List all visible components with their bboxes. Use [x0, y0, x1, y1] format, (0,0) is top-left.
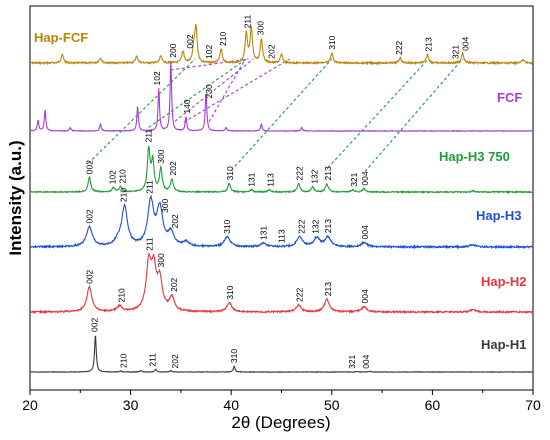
peak-label: 321 [451, 45, 461, 59]
peak-label: 300 [255, 21, 265, 35]
series-fcf: FCF 102 200 140 230 [29, 43, 534, 133]
peak-label: 002 [185, 34, 195, 48]
series-label-hap-h3: Hap-H3 [476, 208, 522, 223]
peak-label: 213 [323, 219, 333, 233]
peak-label: 202 [170, 354, 180, 368]
peak-label: 321 [347, 354, 357, 368]
peak-label: 230 [204, 84, 214, 98]
peak-label: 004 [461, 36, 471, 50]
trace-hap-h1 [29, 335, 534, 374]
guide-line [170, 58, 249, 71]
peak-label: 004 [360, 225, 370, 239]
peak-label: 131 [246, 172, 256, 186]
peak-label: 210 [118, 169, 128, 183]
peak-label: 102 [204, 45, 214, 59]
peak-label: 202 [168, 161, 178, 175]
plot-frame [29, 5, 534, 391]
peak-label: 202 [169, 277, 179, 291]
peak-label: 002 [89, 318, 99, 332]
x-tick-label: 50 [324, 397, 340, 413]
series-label-hap-h3-750: Hap-H3 750 [439, 149, 510, 164]
peak-label: 310 [327, 35, 337, 49]
peak-label: 102 [108, 170, 118, 184]
peak-label: 222 [297, 219, 307, 233]
guide-lines [87, 58, 464, 172]
peak-label: 213 [323, 166, 333, 180]
guide-line [183, 58, 290, 123]
peak-label: 213 [323, 282, 333, 296]
peak-label: 132 [311, 219, 321, 233]
trace-fcf [29, 60, 534, 133]
trace-hap-h3-750 [29, 145, 534, 194]
peak-label: 113 [265, 173, 275, 187]
peak-label: 310 [225, 285, 235, 299]
peak-label: 002 [84, 209, 94, 223]
peak-label: 202 [266, 44, 276, 58]
guide-line [327, 58, 429, 169]
peak-label: 131 [258, 226, 268, 240]
peak-label: 213 [423, 37, 433, 51]
peak-label: 210 [218, 32, 228, 46]
peak-label: 222 [295, 166, 305, 180]
series-label-fcf: FCF [497, 90, 522, 105]
peak-label: 300 [160, 199, 170, 213]
peak-label: 310 [225, 166, 235, 180]
series-hap-h1: Hap-H1 002 210 211 202 310 321 004 [29, 318, 534, 374]
peak-label: 210 [119, 188, 129, 202]
peak-label: 300 [156, 149, 166, 163]
guide-line [174, 58, 254, 122]
peak-label: 222 [295, 288, 305, 302]
series-label-hap-h1: Hap-H1 [481, 337, 527, 352]
peak-label: 211 [144, 129, 154, 143]
peak-label: 004 [360, 289, 370, 303]
peak-label: 211 [242, 14, 252, 28]
peak-label: 132 [310, 169, 320, 183]
x-axis: 20 30 40 50 60 70 [22, 390, 541, 413]
x-tick-label: 70 [525, 397, 541, 413]
peak-label: 321 [349, 172, 359, 186]
trace-hap-h2 [29, 253, 534, 315]
guide-line [148, 58, 247, 128]
peak-label: 211 [145, 237, 155, 251]
peak-label: 004 [361, 354, 371, 368]
guide-line [208, 58, 246, 122]
peak-label: 200 [168, 43, 178, 57]
peak-label: 210 [119, 354, 129, 368]
peak-label: 002 [84, 269, 94, 283]
peak-label: 002 [84, 160, 94, 174]
y-axis-title: Intensity (a.u.) [6, 140, 25, 255]
trace-hap-h3 [29, 194, 534, 250]
peak-label: 113 [277, 229, 287, 243]
x-tick-label: 40 [223, 397, 239, 413]
x-tick-label: 60 [425, 397, 441, 413]
series-label-hap-h2: Hap-H2 [481, 274, 527, 289]
peak-label: 102 [152, 71, 162, 85]
peak-label: 310 [229, 349, 239, 363]
peak-label: 210 [117, 288, 127, 302]
peak-label: 140 [182, 99, 192, 113]
peak-label: 222 [394, 40, 404, 54]
peak-label: 211 [145, 180, 155, 194]
guide-line [230, 58, 333, 171]
trace-hap-fcf [29, 24, 534, 66]
x-tick-label: 20 [22, 397, 38, 413]
peak-label: 310 [222, 219, 232, 233]
x-axis-title: 2θ (Degrees) [231, 413, 330, 432]
peak-label: 004 [360, 171, 370, 185]
guide-line [87, 58, 196, 164]
peak-label: 300 [156, 253, 166, 267]
series-label-hap-fcf: Hap-FCF [34, 30, 88, 45]
peak-label: 202 [170, 214, 180, 228]
x-tick-label: 30 [123, 397, 139, 413]
peak-label: 211 [148, 353, 158, 367]
guide-line [364, 58, 464, 172]
